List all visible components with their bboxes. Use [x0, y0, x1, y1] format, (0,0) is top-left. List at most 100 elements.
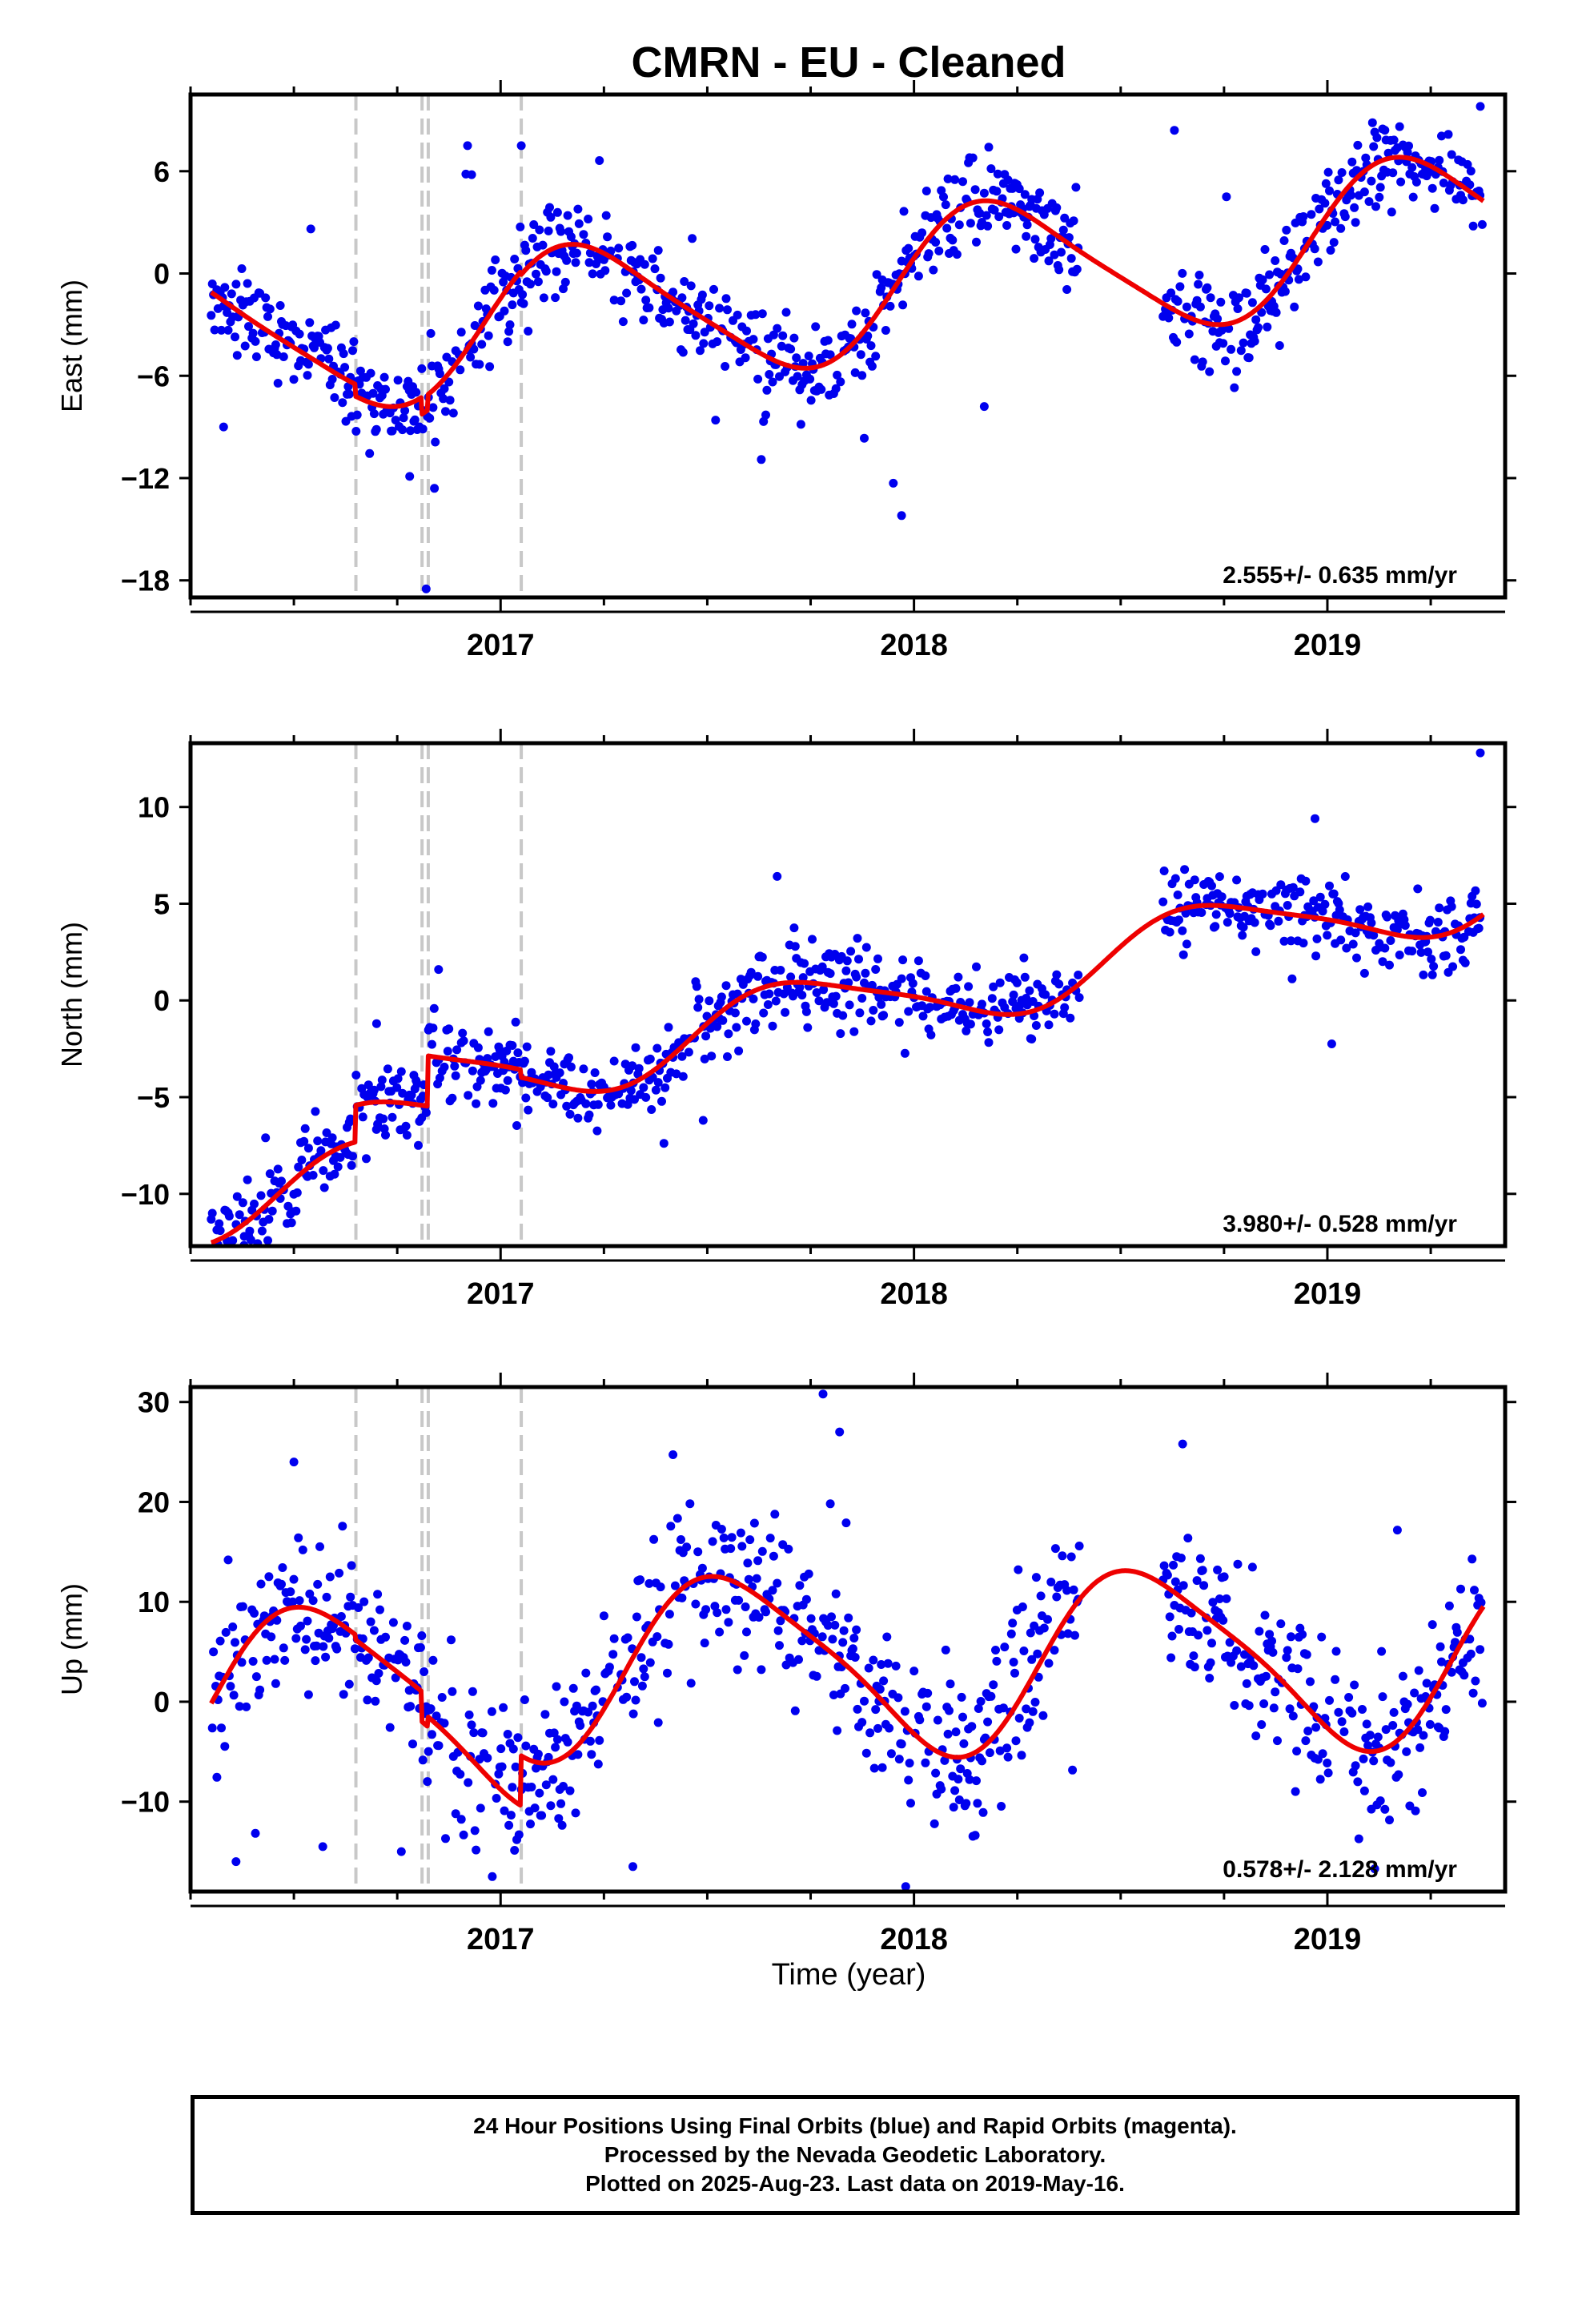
up-point	[1255, 1626, 1264, 1636]
east-point	[715, 304, 725, 313]
east-point	[1233, 304, 1243, 313]
east-point	[349, 337, 359, 347]
north-point	[798, 973, 808, 983]
up-point	[1315, 1775, 1325, 1784]
east-point	[508, 300, 517, 310]
east-point	[504, 327, 514, 336]
east-point	[369, 409, 379, 419]
east-point	[579, 230, 588, 239]
east-x-tick-label: 2019	[1294, 629, 1362, 662]
east-point	[1271, 256, 1280, 265]
east-point	[640, 259, 649, 269]
north-point	[1207, 881, 1216, 891]
east-point	[943, 174, 953, 183]
up-point	[879, 1676, 889, 1686]
east-point	[924, 249, 934, 259]
east-point	[614, 243, 624, 253]
north-point	[701, 1031, 711, 1041]
up-point	[271, 1679, 280, 1688]
north-point	[1232, 875, 1242, 885]
up-point	[1447, 1667, 1456, 1677]
up-point	[1199, 1581, 1209, 1590]
north-point	[1419, 970, 1428, 979]
up-y-tick-label: 20	[138, 1486, 170, 1518]
up-point	[1052, 1592, 1062, 1602]
up-point	[514, 1830, 524, 1839]
north-point	[316, 1146, 326, 1156]
up-point	[885, 1723, 894, 1733]
up-point	[773, 1626, 783, 1635]
up-point	[1323, 1768, 1333, 1778]
east-point	[688, 234, 697, 243]
east-point	[560, 277, 570, 287]
up-point	[402, 1622, 412, 1630]
north-point	[264, 1215, 274, 1224]
east-point	[777, 341, 786, 351]
up-point	[546, 1801, 556, 1811]
up-point	[1363, 1741, 1373, 1751]
up-point	[742, 1627, 751, 1637]
north-point	[1288, 883, 1298, 892]
up-point	[1466, 1649, 1476, 1659]
up-point	[1403, 1699, 1412, 1709]
up-point	[1249, 1661, 1259, 1671]
north-point	[1378, 957, 1387, 967]
north-point	[717, 992, 726, 1002]
north-point	[398, 1088, 408, 1098]
east-point	[769, 330, 778, 340]
east-point	[1251, 315, 1261, 324]
north-point	[1342, 943, 1351, 953]
up-point	[930, 1819, 939, 1828]
east-point	[641, 296, 651, 305]
up-point	[937, 1784, 946, 1794]
north-point	[1066, 1013, 1075, 1023]
up-point	[644, 1578, 654, 1588]
up-point	[761, 1607, 770, 1617]
up-point	[1225, 1638, 1235, 1647]
up-point	[959, 1739, 969, 1748]
up-point	[1427, 1620, 1437, 1630]
up-point	[375, 1605, 384, 1614]
north-point	[721, 981, 731, 991]
up-point	[636, 1653, 646, 1663]
east-point	[664, 304, 673, 313]
east-point	[1022, 220, 1032, 230]
east-point	[379, 372, 389, 382]
caption-line-2: Processed by the Nevada Geodetic Laborat…	[604, 2142, 1106, 2167]
up-point	[504, 1820, 514, 1830]
east-point	[966, 219, 975, 228]
up-point	[853, 1704, 862, 1714]
east-point	[792, 353, 801, 363]
up-point	[848, 1644, 857, 1654]
up-outlier-point	[318, 1842, 327, 1852]
up-point	[533, 1749, 543, 1759]
up-point	[1370, 1864, 1379, 1874]
up-point	[1381, 1725, 1391, 1735]
north-point	[753, 971, 763, 981]
east-point	[1447, 150, 1456, 159]
north-point	[831, 991, 841, 1001]
up-point	[1058, 1551, 1067, 1561]
up-point	[1176, 1554, 1186, 1562]
north-point	[1311, 951, 1321, 961]
north-point	[308, 1171, 318, 1180]
north-point	[874, 993, 884, 1002]
up-point	[985, 1748, 994, 1758]
up-point	[1440, 1727, 1450, 1736]
north-point	[978, 999, 986, 1009]
east-point	[1276, 269, 1286, 279]
up-point	[1009, 1658, 1018, 1667]
east-point	[435, 369, 444, 379]
east-point	[1011, 244, 1021, 254]
east-point	[237, 264, 247, 273]
east-point	[220, 283, 230, 292]
east-point	[650, 264, 660, 274]
north-point	[250, 1199, 259, 1208]
north-point	[1325, 881, 1334, 891]
east-point	[628, 240, 637, 250]
up-point	[537, 1811, 547, 1820]
north-point	[1019, 953, 1029, 963]
north-y-axis-label: North (mm)	[55, 922, 88, 1068]
north-point	[491, 1052, 500, 1061]
east-point	[861, 308, 870, 318]
